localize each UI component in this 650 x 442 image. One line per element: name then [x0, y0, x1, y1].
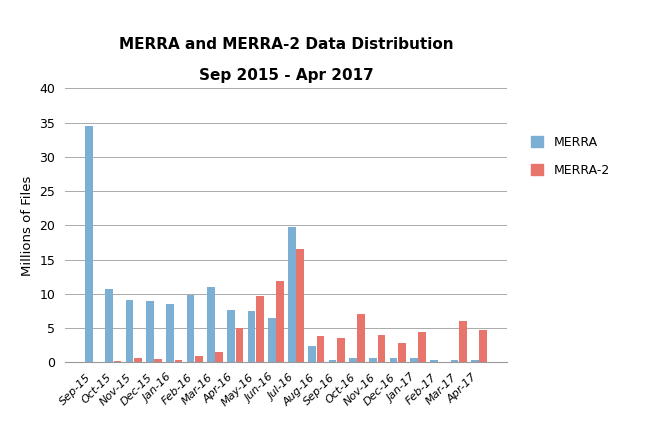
- Bar: [175, 360, 183, 362]
- Bar: [125, 300, 133, 362]
- Bar: [389, 358, 397, 362]
- Bar: [450, 360, 458, 362]
- Bar: [207, 287, 215, 362]
- Bar: [134, 358, 142, 362]
- Bar: [459, 321, 467, 362]
- Bar: [235, 328, 243, 362]
- Bar: [248, 311, 255, 362]
- Text: MERRA and MERRA-2 Data Distribution: MERRA and MERRA-2 Data Distribution: [119, 37, 453, 52]
- Bar: [479, 330, 487, 362]
- Bar: [288, 227, 296, 362]
- Bar: [146, 301, 153, 362]
- Bar: [195, 355, 203, 362]
- Bar: [337, 339, 345, 362]
- Bar: [227, 310, 235, 362]
- Text: Sep 2015 - Apr 2017: Sep 2015 - Apr 2017: [199, 68, 373, 83]
- Y-axis label: Millions of Files: Millions of Files: [21, 175, 34, 276]
- Bar: [358, 314, 365, 362]
- Bar: [166, 304, 174, 362]
- Bar: [430, 360, 438, 362]
- Bar: [419, 332, 426, 362]
- Bar: [154, 359, 162, 362]
- Bar: [410, 358, 418, 362]
- Bar: [471, 360, 478, 362]
- Bar: [398, 343, 406, 362]
- Bar: [329, 360, 337, 362]
- Bar: [215, 352, 223, 362]
- Bar: [309, 346, 316, 362]
- Bar: [114, 361, 122, 362]
- Bar: [349, 358, 357, 362]
- Bar: [369, 358, 377, 362]
- Bar: [317, 336, 324, 362]
- Bar: [296, 249, 304, 362]
- Bar: [276, 281, 284, 362]
- Legend: MERRA, MERRA-2: MERRA, MERRA-2: [531, 136, 610, 177]
- Bar: [378, 335, 385, 362]
- Bar: [256, 296, 263, 362]
- Bar: [187, 295, 194, 362]
- Bar: [85, 126, 93, 362]
- Bar: [268, 318, 276, 362]
- Bar: [105, 289, 113, 362]
